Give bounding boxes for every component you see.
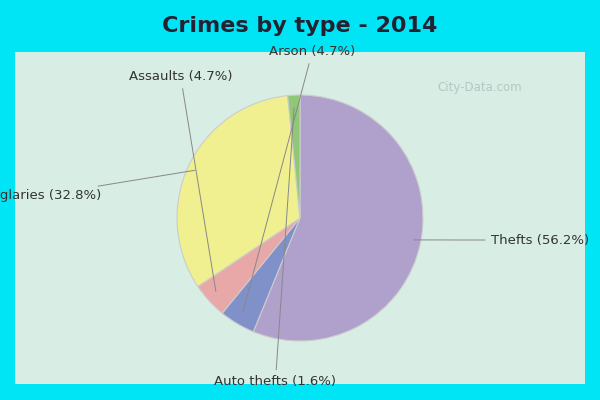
Text: Auto thefts (1.6%): Auto thefts (1.6%)	[214, 108, 337, 388]
Text: Thefts (56.2%): Thefts (56.2%)	[414, 234, 589, 247]
Wedge shape	[287, 95, 300, 218]
Text: Assaults (4.7%): Assaults (4.7%)	[129, 70, 232, 291]
Wedge shape	[222, 218, 300, 332]
Text: City-Data.com: City-Data.com	[437, 82, 523, 94]
Text: Crimes by type - 2014: Crimes by type - 2014	[163, 16, 437, 36]
Wedge shape	[253, 95, 423, 341]
Text: Arson (4.7%): Arson (4.7%)	[243, 45, 355, 312]
Wedge shape	[198, 218, 300, 313]
Text: Burglaries (32.8%): Burglaries (32.8%)	[0, 170, 195, 202]
Wedge shape	[177, 96, 300, 286]
